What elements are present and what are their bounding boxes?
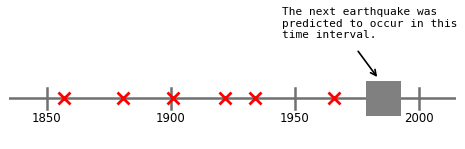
Bar [366, 81, 401, 116]
Text: 1850: 1850 [32, 112, 61, 125]
Text: 2000: 2000 [404, 112, 433, 125]
Text: 1950: 1950 [279, 112, 309, 125]
Text: The next earthquake was
predicted to occur in this
time interval.: The next earthquake was predicted to occ… [282, 7, 458, 40]
Text: 1900: 1900 [156, 112, 186, 125]
